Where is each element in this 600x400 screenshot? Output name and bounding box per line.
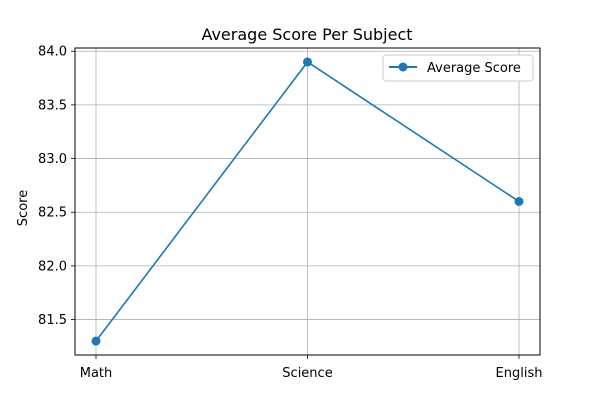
y-tick-label: 83.5 [38, 98, 67, 113]
x-tick-label: Science [282, 366, 332, 381]
legend-marker-swatch [398, 62, 408, 72]
data-point [514, 197, 524, 206]
series [91, 57, 524, 346]
legend-box [382, 54, 534, 82]
y-axis-label: Score [16, 190, 31, 226]
grid [75, 48, 540, 355]
x-tick-label: Math [80, 366, 113, 381]
plot-frame [74, 47, 541, 356]
chart-title: Average Score Per Subject [201, 25, 412, 44]
ticks: Math Science English 81.5 82.0 82.5 83.0 83.5 84… [38, 45, 542, 381]
legend: Average Score [382, 54, 534, 82]
x-tick-label: English [496, 366, 543, 381]
y-tick-label: 83.0 [38, 152, 67, 167]
y-tick-label: 84.0 [38, 45, 67, 60]
y-tick-label: 82.5 [38, 206, 67, 221]
y-tick-label: 81.5 [38, 313, 67, 328]
data-point [91, 336, 101, 346]
data-point [303, 57, 312, 67]
y-tick-label: 82.0 [38, 259, 67, 274]
legend-label: Average Score [427, 61, 521, 76]
